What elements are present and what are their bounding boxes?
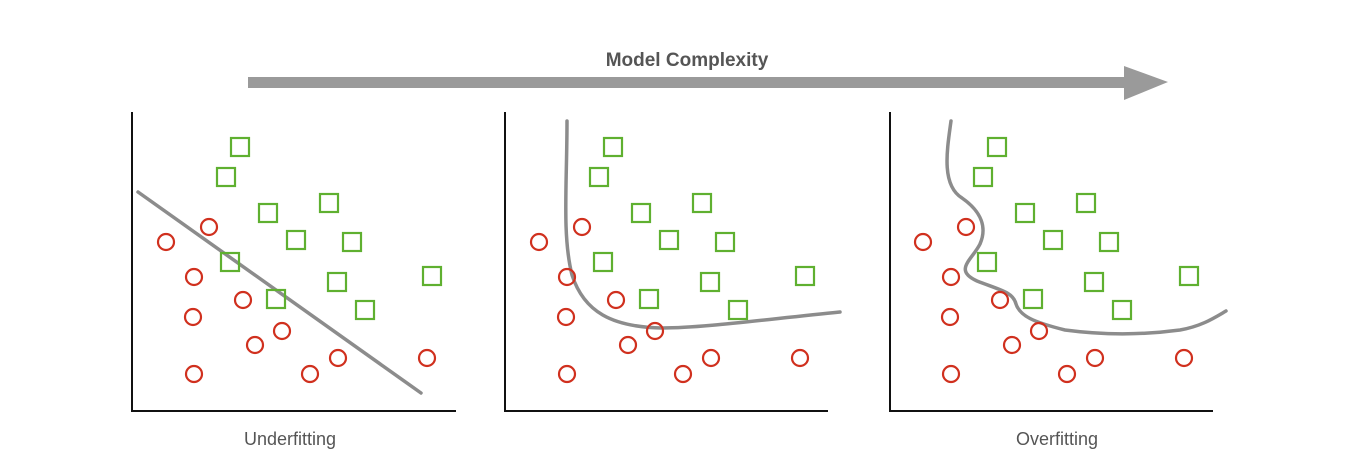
red-circle-marker (245, 335, 265, 355)
green-square-marker (1042, 229, 1064, 251)
red-circle-marker (941, 364, 961, 384)
panel-underfitting (131, 112, 456, 412)
red-circle-marker (233, 290, 253, 310)
complexity-arrowhead (1124, 66, 1168, 100)
red-circle-marker (990, 290, 1010, 310)
smooth-decision-boundary (564, 119, 842, 330)
green-square-marker (326, 271, 348, 293)
green-square-marker (986, 136, 1008, 158)
red-circle-marker (556, 307, 576, 327)
red-circle-marker (199, 217, 219, 237)
green-square-marker (658, 229, 680, 251)
green-square-marker (1098, 231, 1120, 253)
red-circle-marker (156, 232, 176, 252)
green-square-marker (588, 166, 610, 188)
red-circle-marker (272, 321, 292, 341)
green-square-marker (421, 265, 443, 287)
red-circle-marker (606, 290, 626, 310)
panel-good-fit (504, 112, 842, 412)
green-square-marker (972, 166, 994, 188)
green-square-marker (602, 136, 624, 158)
red-circle-marker (645, 321, 665, 341)
axes (131, 112, 456, 412)
green-square-marker (257, 202, 279, 224)
green-square-marker (229, 136, 251, 158)
green-square-marker (1178, 265, 1200, 287)
complexity-arrow (248, 66, 1168, 100)
green-square-marker (699, 271, 721, 293)
green-square-marker (341, 231, 363, 253)
red-circle-marker (673, 364, 693, 384)
red-circle-marker (1174, 348, 1194, 368)
linear-decision-boundary (136, 190, 423, 395)
axes (889, 112, 1213, 412)
green-square-marker (727, 299, 749, 321)
green-square-marker (219, 251, 241, 273)
red-circle-marker (572, 217, 592, 237)
axes (504, 112, 828, 412)
red-circle-marker (184, 267, 204, 287)
red-circle-marker (1029, 321, 1049, 341)
red-circle-marker (913, 232, 933, 252)
red-circle-marker (956, 217, 976, 237)
green-square-marker (976, 251, 998, 273)
panel-label-overfitting: Overfitting (1016, 429, 1098, 449)
panel-label-underfitting: Underfitting (244, 429, 336, 449)
green-square-marker (630, 202, 652, 224)
green-square-marker (1014, 202, 1036, 224)
red-circle-marker (300, 364, 320, 384)
green-square-marker (794, 265, 816, 287)
green-square-marker (354, 299, 376, 321)
green-square-marker (215, 166, 237, 188)
red-circle-marker (941, 267, 961, 287)
green-square-marker (1075, 192, 1097, 214)
red-circle-marker (417, 348, 437, 368)
panel-overfitting (889, 112, 1228, 412)
red-circle-marker (557, 364, 577, 384)
wiggly-decision-boundary (945, 119, 1228, 336)
green-square-marker (265, 288, 287, 310)
red-circle-marker (1085, 348, 1105, 368)
red-circle-marker (529, 232, 549, 252)
complexity-title: Model Complexity (606, 50, 769, 71)
red-circle-marker (184, 364, 204, 384)
complexity-arrow-shaft (248, 77, 1128, 88)
red-circle-marker (183, 307, 203, 327)
green-square-marker (1111, 299, 1133, 321)
green-square-marker (1083, 271, 1105, 293)
red-circle-marker (557, 267, 577, 287)
red-circle-marker (1002, 335, 1022, 355)
green-square-marker (714, 231, 736, 253)
green-square-marker (318, 192, 340, 214)
red-circle-marker (1057, 364, 1077, 384)
green-square-marker (285, 229, 307, 251)
green-square-marker (691, 192, 713, 214)
red-circle-marker (618, 335, 638, 355)
green-square-marker (592, 251, 614, 273)
green-square-marker (1022, 288, 1044, 310)
red-circle-marker (790, 348, 810, 368)
red-circle-marker (328, 348, 348, 368)
red-circle-marker (940, 307, 960, 327)
green-square-marker (638, 288, 660, 310)
red-circle-marker (701, 348, 721, 368)
